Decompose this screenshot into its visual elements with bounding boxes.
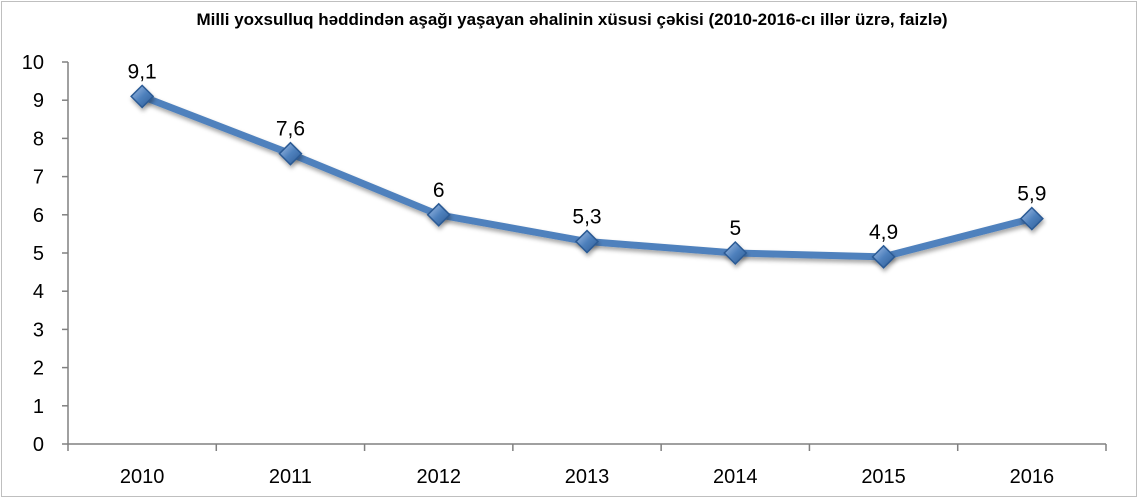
axes: 0 1 2 3 4 5 6 7 8 9 10 2010 2011 2012 2013 2014 2015 2016 bbox=[22, 52, 1107, 488]
data-label: 6 bbox=[433, 179, 445, 202]
x-tick-label: 2014 bbox=[713, 466, 758, 488]
data-point-marker bbox=[130, 84, 155, 109]
y-tick-label: 10 bbox=[22, 52, 44, 74]
series-line-group bbox=[130, 84, 1044, 269]
y-tick-label: 9 bbox=[33, 90, 44, 112]
data-label: 4,9 bbox=[869, 221, 898, 244]
data-point-marker bbox=[871, 244, 896, 269]
y-tick-label: 2 bbox=[33, 358, 44, 380]
data-point-marker bbox=[723, 240, 748, 266]
y-tick-label: 6 bbox=[33, 205, 44, 227]
x-tick-label: 2011 bbox=[269, 466, 312, 488]
x-tick-label: 2015 bbox=[861, 466, 906, 488]
x-tick-label: 2010 bbox=[120, 466, 165, 488]
chart-title: Milli yoxsulluq həddindən aşağı yaşayan … bbox=[196, 10, 948, 29]
y-tick-label: 1 bbox=[33, 396, 44, 418]
data-label: 5,9 bbox=[1017, 183, 1046, 206]
data-label: 5 bbox=[729, 217, 741, 240]
data-point-marker bbox=[426, 202, 451, 227]
y-tick-label: 0 bbox=[33, 434, 44, 456]
data-label: 7,6 bbox=[276, 118, 305, 141]
data-point-marker bbox=[574, 229, 600, 254]
x-tick-label: 2016 bbox=[1010, 466, 1055, 488]
data-label: 9,1 bbox=[128, 60, 157, 83]
y-tick-label: 7 bbox=[33, 167, 44, 189]
x-tick-label: 2013 bbox=[565, 466, 610, 488]
data-label-group: 9,1 7,6 6 5,3 5 4,9 5,9 bbox=[128, 60, 1047, 243]
y-tick-label: 4 bbox=[33, 281, 44, 303]
y-tick-label: 5 bbox=[33, 243, 44, 265]
data-point-marker bbox=[278, 141, 303, 166]
y-tick-label: 8 bbox=[33, 128, 44, 150]
x-tick-label: 2012 bbox=[416, 466, 461, 488]
data-point-marker bbox=[1019, 206, 1044, 231]
data-label: 5,3 bbox=[572, 206, 601, 229]
y-tick-label: 3 bbox=[33, 319, 44, 341]
